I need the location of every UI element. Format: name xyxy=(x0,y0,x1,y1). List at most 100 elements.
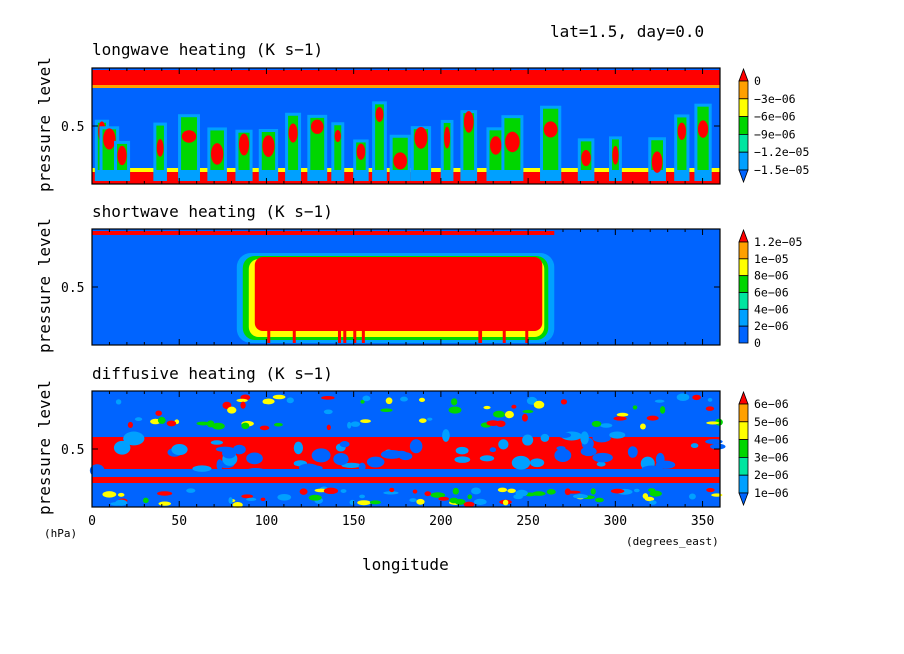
field-hole xyxy=(609,431,626,439)
field-speckle xyxy=(560,399,568,405)
shortwave-contour-field xyxy=(92,229,720,345)
field-speckle xyxy=(222,401,232,410)
colorbar-segment xyxy=(738,325,749,344)
heating-region-core xyxy=(254,257,543,331)
field-speckle xyxy=(591,420,602,427)
longwave-contour-field xyxy=(92,68,720,184)
colorbar-level-label: 6e−06 xyxy=(754,286,789,300)
field-speckle xyxy=(424,491,432,497)
field-speckle xyxy=(659,406,666,414)
field-speckle xyxy=(418,397,426,403)
field-hole xyxy=(339,441,350,448)
field-speckle xyxy=(533,400,545,409)
field-speckle xyxy=(350,421,361,427)
field-speckle xyxy=(259,425,270,431)
field-speckle xyxy=(240,401,246,409)
field-speckle xyxy=(498,414,505,418)
field-hole xyxy=(215,446,235,452)
field-speckle xyxy=(380,408,393,413)
longwave-ylabel: pressure level xyxy=(35,57,54,192)
diffusive-ylabel: pressure level xyxy=(35,380,54,515)
field-hole xyxy=(246,452,263,465)
field-speckle xyxy=(134,417,143,422)
heating-streak xyxy=(479,321,483,343)
field-speckle xyxy=(389,487,395,493)
field-hole xyxy=(627,446,638,458)
field-speckle xyxy=(707,397,713,402)
heating-streak xyxy=(267,321,271,343)
field-speckle xyxy=(642,493,649,499)
field-hole xyxy=(540,433,550,442)
field-speckle xyxy=(360,399,365,404)
plume-core xyxy=(581,149,591,167)
field-speckle xyxy=(452,487,459,495)
colorbar-segment xyxy=(738,403,749,423)
field-speckle xyxy=(632,405,638,410)
colorbar-level-label: −3e−06 xyxy=(754,92,796,106)
field-speckle xyxy=(676,393,690,402)
plume-core xyxy=(444,126,451,149)
plume-core xyxy=(393,152,408,170)
field-hole xyxy=(358,462,366,472)
field-hole xyxy=(311,448,331,463)
field-hole xyxy=(455,446,469,455)
colorbar-level-label: 4e−06 xyxy=(754,302,789,316)
field-band-top xyxy=(92,70,720,85)
xtick-label: 300 xyxy=(604,514,627,529)
field-speckle xyxy=(706,488,715,493)
plume-mid xyxy=(463,113,475,170)
field-speckle xyxy=(155,410,162,416)
field-speckle xyxy=(262,399,268,404)
field-speckle xyxy=(616,412,629,417)
plume-core xyxy=(156,139,164,157)
colorbar-extend-top xyxy=(738,390,749,405)
field-speckle xyxy=(117,492,125,497)
field-speckle xyxy=(463,501,475,508)
xtick-label: 350 xyxy=(691,514,714,529)
field-speckle xyxy=(241,422,250,430)
colorbar-segment xyxy=(738,241,749,260)
field-speckle xyxy=(409,498,417,503)
heating-streak xyxy=(502,321,506,343)
field-hole xyxy=(592,452,613,463)
field-speckle xyxy=(142,497,149,504)
colorbar-extend-top xyxy=(738,228,749,243)
shortwave-ytick-0.5: 0.5 xyxy=(61,281,84,296)
field-hole xyxy=(580,446,597,457)
field-speckle xyxy=(511,404,517,409)
colorbar-segment xyxy=(738,133,749,153)
longitude-axis-ticks: 0 50 100 150 200 250 300 350 xyxy=(88,514,714,529)
plume-core xyxy=(210,143,224,165)
field-speckle xyxy=(546,489,556,495)
field-hole xyxy=(216,459,223,471)
field-speckle xyxy=(277,493,292,501)
field-hole xyxy=(489,447,497,453)
field-speckle xyxy=(286,397,294,404)
field-speckle xyxy=(272,394,286,400)
field-hole xyxy=(113,440,131,455)
field-hole xyxy=(556,446,566,451)
field-hole xyxy=(380,450,403,459)
field-speckle xyxy=(427,417,433,421)
colorbar-segment xyxy=(738,116,749,135)
heating-streak xyxy=(353,321,357,343)
field-speckle xyxy=(532,491,546,496)
field-speckle xyxy=(228,497,233,504)
plume-core xyxy=(490,136,502,155)
field-speckle xyxy=(349,499,356,505)
field-hole xyxy=(705,439,723,445)
field-speckle xyxy=(400,396,408,402)
colorbar-segment xyxy=(738,80,749,100)
field-speckle xyxy=(308,494,322,501)
field-speckle xyxy=(323,487,339,495)
field-speckle xyxy=(362,395,371,402)
field-speckle xyxy=(340,489,347,493)
colorbar-level-label: 2e−06 xyxy=(754,319,789,333)
colorbar-segment xyxy=(738,98,749,118)
longwave-ytick-0.5: 0.5 xyxy=(61,120,84,135)
field-speckle xyxy=(471,487,481,495)
colorbar-level-label: −1.5e−05 xyxy=(754,163,809,177)
field-speckle xyxy=(590,488,596,495)
field-hole xyxy=(442,429,450,442)
field-speckle xyxy=(640,423,646,430)
